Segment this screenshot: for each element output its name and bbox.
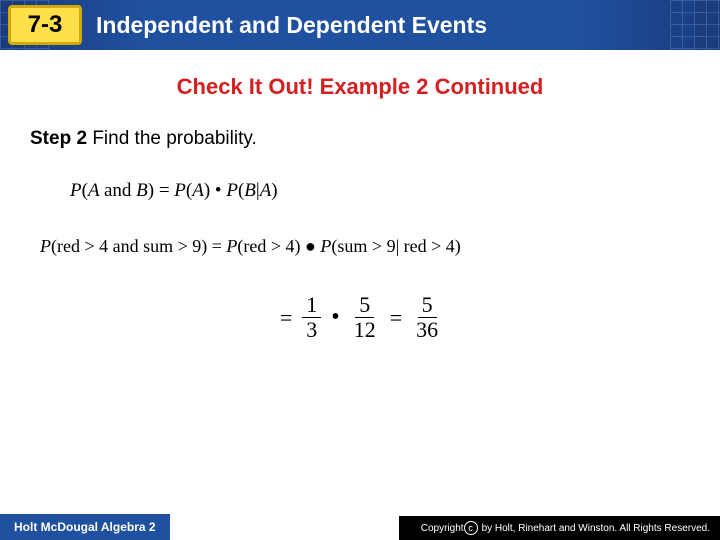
grid-decoration-right [670,0,720,50]
copyright-label: Copyright [421,523,464,534]
multiply-dot: • [331,304,339,331]
frac1-den: 3 [302,318,321,342]
applied-formula: P(red > 4 and sum > 9) = P(red > 4) ● P(… [40,236,690,257]
lesson-number: 7-3 [28,11,63,39]
equals-1: = [280,305,292,331]
equals-2: = [390,305,402,331]
slide-content: Check It Out! Example 2 Continued Step 2… [0,50,720,342]
frac2-num: 5 [355,293,374,318]
fraction-1: 1 3 [302,293,321,342]
result-den: 36 [412,318,442,342]
frac1-num: 1 [302,293,321,318]
fraction-result: 5 36 [412,293,442,342]
frac2-den: 12 [350,318,380,342]
calculation: = 1 3 • 5 12 = 5 36 [30,293,690,342]
step-label: Step 2 [30,128,87,149]
lesson-badge: 7-3 [8,5,82,45]
header-bar: 7-3 Independent and Dependent Events [0,0,720,50]
step-text: Find the probability. [92,128,256,149]
footer-copyright: Copyright c by Holt, Rinehart and Winsto… [399,516,720,540]
general-formula: P(A and B) = P(A) • P(B|A) [70,180,690,202]
copyright-icon: c [464,521,478,535]
example-subtitle: Check It Out! Example 2 Continued [30,74,690,100]
copyright-text: by Holt, Rinehart and Winston. All Right… [482,523,710,534]
step-instruction: Step 2 Find the probability. [30,128,690,150]
result-num: 5 [418,293,437,318]
fraction-2: 5 12 [350,293,380,342]
lesson-title: Independent and Dependent Events [96,12,487,39]
footer-brand: Holt McDougal Algebra 2 [0,514,170,540]
